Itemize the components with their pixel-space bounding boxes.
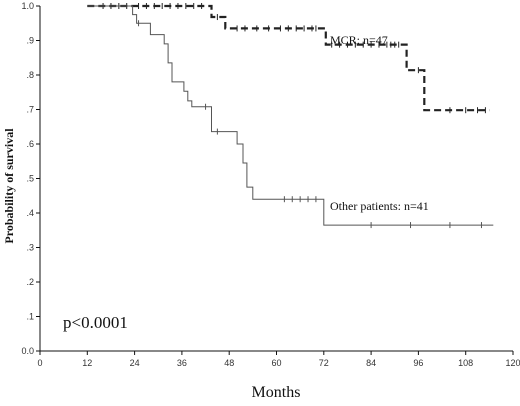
x-tick-label: 96 (413, 358, 423, 368)
y-tick-label: .8 (26, 70, 34, 80)
y-tick-label: .3 (26, 243, 34, 253)
y-tick-label: 0.0 (21, 346, 34, 356)
y-axis-title: Probability of survival (2, 128, 16, 244)
survival-curves (87, 3, 494, 229)
x-tick-label: 72 (319, 358, 329, 368)
y-tick-label: .2 (26, 277, 34, 287)
y-tick-label: .4 (26, 208, 34, 218)
y-tick-label: .7 (26, 105, 34, 115)
x-tick-label: 60 (271, 358, 281, 368)
x-tick-label: 12 (82, 358, 92, 368)
x-tick-label: 36 (177, 358, 187, 368)
y-tick-label: .1 (26, 312, 34, 322)
p-value-annotation: p<0.0001 (63, 313, 128, 332)
x-tick-label: 108 (458, 358, 473, 368)
y-tick-label: .6 (26, 139, 34, 149)
y-tick-label: .9 (26, 36, 34, 46)
x-tick-label: 48 (224, 358, 234, 368)
other-patients-survival-curve (87, 5, 494, 226)
y-axis-ticks: 0.0 .1 .2 .3 .4 .5 .6 .7 .8 .9 1.0 (21, 1, 40, 356)
x-tick-label: 0 (37, 358, 42, 368)
mcr-series-label: MCR: n=47 (330, 33, 388, 47)
x-axis-title: Months (252, 384, 301, 401)
other-patients-series-label: Other patients: n=41 (330, 199, 429, 213)
x-tick-label: 120 (505, 358, 520, 368)
x-tick-label: 24 (130, 358, 140, 368)
y-tick-label: .5 (26, 174, 34, 184)
y-tick-label: 1.0 (21, 1, 34, 11)
mcr-survival-curve (87, 4, 490, 112)
x-axis-ticks: 0 12 24 36 48 60 72 84 96 108 120 (37, 351, 520, 368)
x-tick-label: 84 (366, 358, 376, 368)
